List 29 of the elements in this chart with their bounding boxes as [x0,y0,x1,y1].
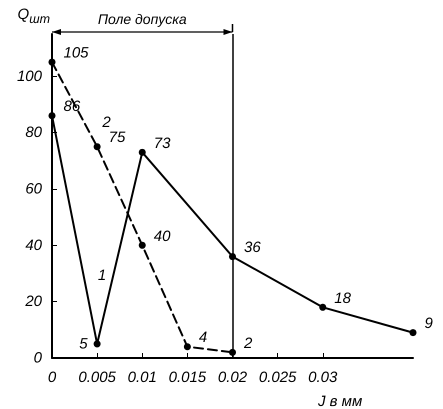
y-tick-label: 20 [24,293,43,310]
series-label: 2 [101,114,112,132]
x-tick-label: 0.025 [258,369,298,386]
data-label: 36 [244,239,262,256]
text: Поле допуска [98,11,187,27]
y-axis-title: Q$_{шт}$ [18,6,50,26]
data-label: 75 [108,129,126,146]
x-tick-label: 0.03 [308,369,338,386]
data-label: 9 [424,315,434,332]
data-label: 5 [79,335,88,352]
y-tick-label: 80 [25,124,43,142]
y-tick-label: 0 [34,350,43,366]
x-tick-label: 0.015 [168,369,207,386]
x-axis-title: J в мм [317,393,362,409]
series-label: 1 [98,266,106,284]
data-label: 4 [198,329,208,346]
y-tick-label: 100 [16,68,43,85]
data-label: 2 [243,334,253,352]
x-tick-label: 0 [48,369,57,386]
x-tick-label: 0.01 [128,369,157,386]
y-tick-label: 40 [25,236,43,254]
data-label: 105 [64,44,90,62]
data-label: 73 [154,134,172,152]
data-label: 40 [154,228,172,245]
x-tick-label: 0.02 [218,369,248,386]
y-tick-label: 60 [25,180,43,198]
data-label: 18 [334,290,352,307]
data-label: 86 [64,98,81,116]
x-tick-label: 0.005 [78,369,117,386]
